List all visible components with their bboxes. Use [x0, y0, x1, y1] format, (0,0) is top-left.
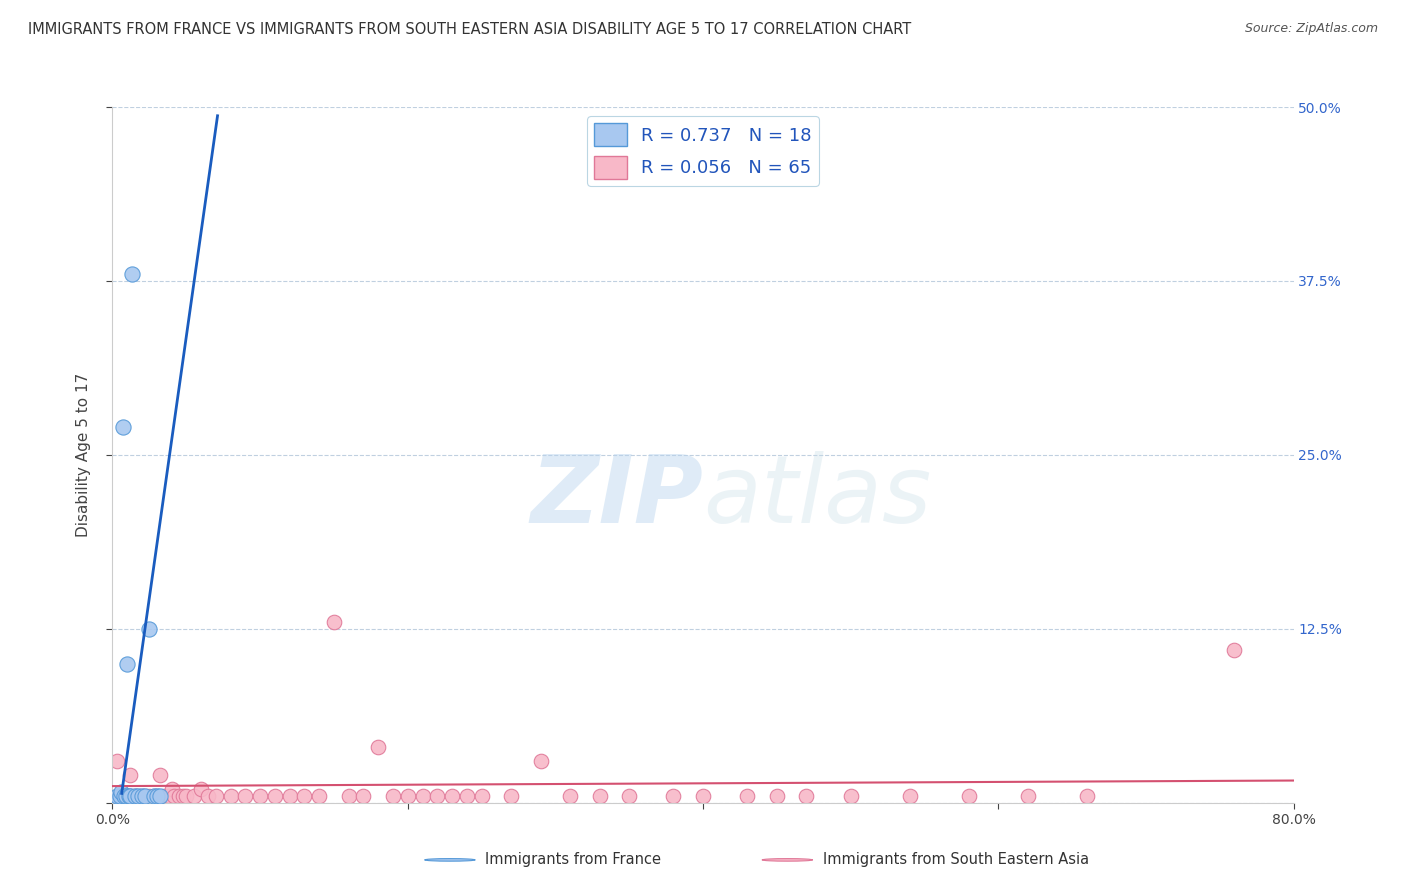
- Point: [121, 789, 143, 803]
- Point: [172, 789, 194, 803]
- Point: [111, 420, 134, 434]
- Point: [131, 789, 153, 803]
- Point: [737, 789, 759, 803]
- Point: [352, 789, 374, 803]
- Point: [107, 789, 129, 803]
- Point: [157, 789, 180, 803]
- Text: ZIP: ZIP: [530, 450, 703, 542]
- Point: [117, 657, 138, 671]
- Point: [205, 789, 228, 803]
- Point: [278, 789, 301, 803]
- Point: [839, 789, 862, 803]
- Text: Immigrants from South Eastern Asia: Immigrants from South Eastern Asia: [823, 853, 1088, 867]
- Point: [146, 789, 169, 803]
- Point: [128, 789, 150, 803]
- Point: [292, 789, 315, 803]
- Text: atlas: atlas: [703, 451, 931, 542]
- Point: [619, 789, 641, 803]
- Point: [163, 789, 186, 803]
- Point: [367, 740, 389, 755]
- Circle shape: [762, 859, 813, 861]
- Point: [121, 267, 143, 281]
- Point: [105, 754, 128, 768]
- Point: [190, 781, 212, 796]
- Point: [108, 789, 131, 803]
- Point: [117, 789, 138, 803]
- Point: [411, 789, 433, 803]
- Point: [219, 789, 242, 803]
- Point: [501, 789, 523, 803]
- Point: [105, 789, 128, 803]
- Point: [337, 789, 360, 803]
- Point: [125, 789, 148, 803]
- Point: [396, 789, 419, 803]
- Point: [134, 789, 156, 803]
- Point: [249, 789, 271, 803]
- Point: [662, 789, 685, 803]
- Legend: R = 0.737   N = 18, R = 0.056   N = 65: R = 0.737 N = 18, R = 0.056 N = 65: [588, 116, 818, 186]
- Point: [1017, 789, 1039, 803]
- Point: [131, 789, 153, 803]
- Point: [138, 789, 160, 803]
- Point: [160, 781, 183, 796]
- Point: [153, 789, 176, 803]
- Circle shape: [425, 859, 475, 861]
- Point: [308, 789, 330, 803]
- Point: [114, 789, 136, 803]
- Point: [118, 789, 141, 803]
- Point: [146, 789, 169, 803]
- Point: [957, 789, 980, 803]
- Point: [441, 789, 464, 803]
- Point: [142, 789, 165, 803]
- Point: [118, 789, 141, 803]
- Point: [127, 789, 149, 803]
- Point: [264, 789, 287, 803]
- Point: [110, 785, 132, 799]
- Text: Immigrants from France: Immigrants from France: [485, 853, 661, 867]
- Point: [323, 615, 346, 629]
- Point: [112, 789, 135, 803]
- Point: [120, 789, 142, 803]
- Point: [149, 789, 172, 803]
- Point: [149, 768, 172, 782]
- Point: [142, 789, 165, 803]
- Point: [692, 789, 714, 803]
- Point: [124, 789, 146, 803]
- Y-axis label: Disability Age 5 to 17: Disability Age 5 to 17: [76, 373, 91, 537]
- Point: [174, 789, 197, 803]
- Point: [108, 789, 131, 803]
- Point: [114, 789, 136, 803]
- Point: [766, 789, 789, 803]
- Point: [382, 789, 405, 803]
- Point: [120, 768, 142, 782]
- Point: [456, 789, 478, 803]
- Point: [426, 789, 449, 803]
- Point: [183, 789, 205, 803]
- Point: [233, 789, 256, 803]
- Point: [134, 789, 156, 803]
- Point: [124, 789, 146, 803]
- Point: [796, 789, 818, 803]
- Point: [898, 789, 921, 803]
- Point: [138, 622, 160, 636]
- Text: Source: ZipAtlas.com: Source: ZipAtlas.com: [1244, 22, 1378, 36]
- Point: [167, 789, 190, 803]
- Point: [529, 754, 551, 768]
- Point: [111, 789, 134, 803]
- Point: [1076, 789, 1098, 803]
- Point: [1223, 642, 1246, 657]
- Point: [112, 789, 135, 803]
- Point: [470, 789, 494, 803]
- Text: IMMIGRANTS FROM FRANCE VS IMMIGRANTS FROM SOUTH EASTERN ASIA DISABILITY AGE 5 TO: IMMIGRANTS FROM FRANCE VS IMMIGRANTS FRO…: [28, 22, 911, 37]
- Point: [110, 789, 132, 803]
- Point: [197, 789, 219, 803]
- Point: [588, 789, 610, 803]
- Point: [558, 789, 582, 803]
